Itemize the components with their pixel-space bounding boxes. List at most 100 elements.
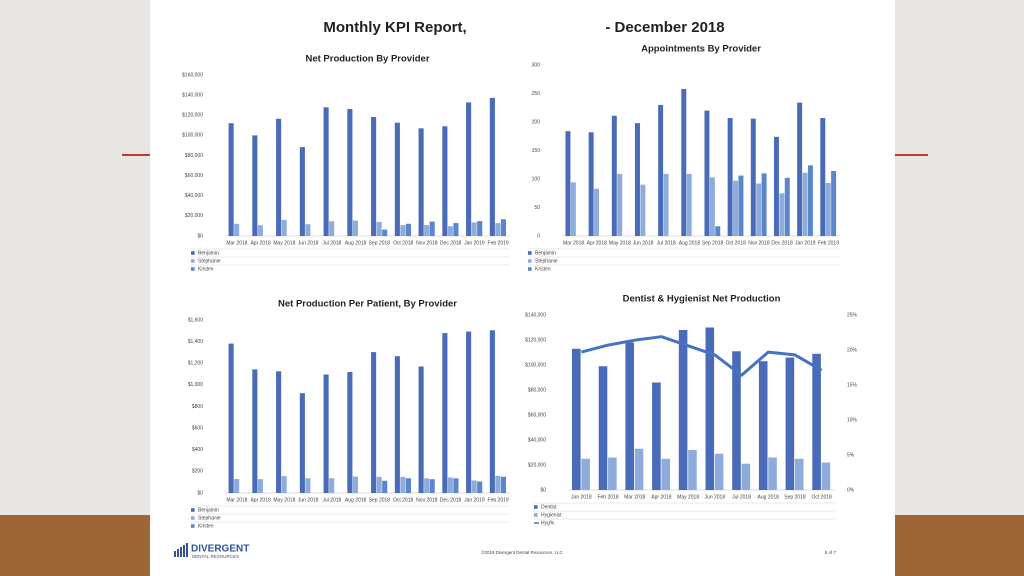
y-tick-label: 250 [532, 91, 541, 97]
x-tick-label: Dec 2018 [771, 240, 793, 246]
x-tick-label: Apr 2018 [587, 240, 608, 246]
x-tick-label: Apr 2018 [250, 240, 271, 246]
legend-key [534, 505, 538, 509]
bar [447, 477, 453, 493]
x-tick-label: Jul 2018 [657, 240, 676, 246]
bar [347, 372, 353, 493]
y-tick-label: $40,000 [528, 437, 546, 443]
x-tick-label: Oct 2018 [726, 240, 747, 246]
bar [376, 221, 382, 236]
x-tick-label: Feb 2019 [488, 240, 509, 246]
bar [394, 356, 400, 493]
bar [761, 173, 767, 236]
x-tick-label: Jun 2018 [633, 240, 654, 246]
bar [741, 463, 751, 490]
y-tick-label: $800 [192, 404, 203, 410]
x-tick-label: Mar 2018 [226, 240, 247, 246]
y-tick-label: $600 [192, 425, 203, 431]
x-tick-label: Sep 2018 [369, 497, 391, 503]
bar [608, 457, 617, 490]
bar [773, 136, 779, 236]
x-tick-label: Nov 2018 [748, 240, 770, 246]
bar [821, 462, 831, 490]
bar [234, 478, 240, 493]
y2-tick-label: 25% [847, 312, 858, 318]
x-tick-label: Aug 2018 [345, 497, 367, 503]
bar [371, 116, 377, 236]
bar [598, 366, 608, 490]
y-tick-label: $160,000 [182, 72, 203, 78]
legend-label: Kristen [198, 266, 214, 272]
bar [418, 128, 424, 236]
y-tick-label: 0 [537, 233, 540, 239]
x-tick-label: Sep 2018 [369, 240, 391, 246]
bar [447, 226, 453, 236]
legend-label: Dentist [541, 504, 557, 510]
bar [471, 480, 477, 493]
bar [704, 110, 710, 236]
y2-tick-label: 15% [847, 382, 858, 388]
bar [688, 450, 697, 490]
bar [489, 330, 495, 493]
bar [581, 458, 590, 490]
bar [453, 223, 459, 236]
y-tick-label: $140,000 [525, 312, 546, 318]
legend-label: Benjamin [198, 507, 219, 513]
bar [570, 182, 576, 236]
bar [715, 226, 721, 236]
legend-key [191, 267, 195, 271]
legend-key [191, 251, 195, 255]
bar [281, 219, 287, 236]
bar [565, 131, 571, 236]
x-tick-label: Apr 2018 [651, 494, 672, 500]
bar [228, 343, 234, 493]
slide-title-date: - December 2018 [605, 19, 724, 36]
bar [376, 476, 382, 493]
bar [678, 330, 688, 490]
x-tick-label: Mar 2018 [624, 494, 645, 500]
bar [276, 371, 282, 493]
bar [228, 123, 234, 236]
y-tick-label: $1,200 [188, 361, 204, 367]
y-tick-label: $100,000 [525, 362, 546, 368]
x-tick-label: Jan 2019 [464, 497, 485, 503]
bar [611, 115, 617, 236]
bar [323, 107, 329, 236]
bar [252, 369, 258, 493]
y-tick-label: $200 [192, 469, 203, 475]
x-tick-label: Dec 2018 [440, 240, 462, 246]
bar [495, 223, 501, 236]
bar [429, 479, 435, 493]
bar [394, 122, 400, 236]
bar [727, 118, 733, 236]
y-tick-label: $1,000 [188, 382, 204, 388]
y-tick-label: $1,400 [188, 339, 204, 345]
bar [329, 478, 335, 493]
bar [634, 448, 644, 490]
legend-label: Stephanie [198, 515, 221, 521]
bar [418, 366, 424, 493]
bar [661, 458, 671, 490]
bar [802, 172, 808, 236]
legend-label: Hygienist [541, 512, 562, 518]
x-tick-label: Feb 2019 [488, 497, 509, 503]
bar [588, 132, 594, 236]
x-tick-label: Aug 2018 [345, 240, 367, 246]
x-tick-label: Jul 2018 [322, 240, 341, 246]
x-tick-label: Mar 2018 [226, 497, 247, 503]
y-tick-label: $0 [540, 487, 546, 493]
x-tick-label: Aug 2018 [758, 494, 780, 500]
bar [625, 342, 635, 490]
bar [686, 173, 692, 236]
bar [594, 188, 600, 236]
legend-label: Benjamin [198, 250, 219, 256]
y-tick-label: 200 [532, 119, 541, 125]
legend-label: Stephanie [535, 258, 558, 264]
legend-label: Stephanie [198, 258, 221, 264]
bar [820, 118, 826, 236]
bar [257, 479, 263, 493]
logo-subtext: DENTAL RESOURCES [192, 554, 239, 559]
y2-tick-label: 10% [847, 417, 858, 423]
x-tick-label: Jul 2018 [322, 497, 341, 503]
bar [640, 184, 646, 236]
